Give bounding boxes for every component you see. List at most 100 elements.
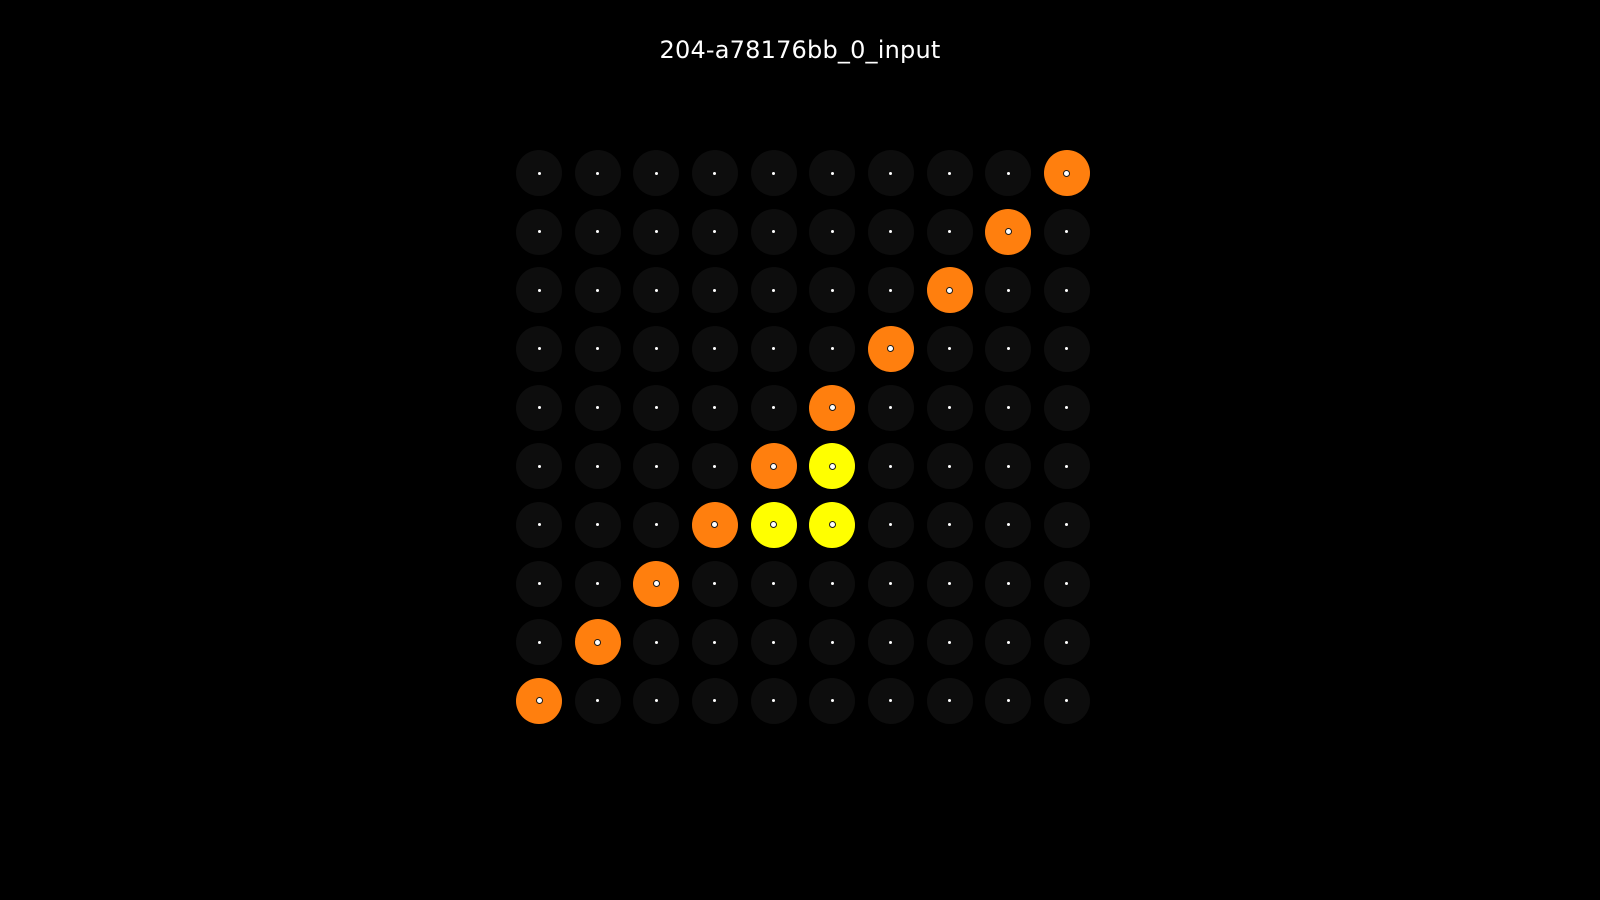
grid-cell-r7-c0[interactable] — [516, 560, 562, 607]
grid-cell-r0-c4[interactable] — [750, 150, 797, 196]
grid-cell-r4-c2[interactable] — [633, 384, 680, 431]
grid-cell-r7-c3[interactable] — [691, 560, 738, 607]
grid-cell-r3-c3[interactable] — [691, 325, 738, 372]
grid-cell-r2-c0[interactable] — [516, 267, 562, 314]
grid-cell-r7-c5[interactable] — [809, 560, 856, 607]
grid-cell-r4-c0[interactable] — [516, 384, 562, 431]
grid-cell-r8-c9[interactable] — [1043, 619, 1090, 666]
grid-cell-r8-c3[interactable] — [691, 619, 738, 666]
grid-cell-r6-c4[interactable] — [750, 501, 797, 548]
grid-cell-r3-c4[interactable] — [750, 325, 797, 372]
grid-cell-r9-c9[interactable] — [1043, 677, 1090, 724]
grid-cell-r4-c1[interactable] — [574, 384, 621, 431]
grid-cell-r9-c8[interactable] — [985, 677, 1032, 724]
grid-cell-r2-c7[interactable] — [926, 267, 973, 314]
grid-cell-r8-c7[interactable] — [926, 619, 973, 666]
grid-cell-r7-c1[interactable] — [574, 560, 621, 607]
grid-cell-r3-c9[interactable] — [1043, 325, 1090, 372]
grid-cell-r3-c7[interactable] — [926, 325, 973, 372]
grid-cell-r6-c5[interactable] — [809, 501, 856, 548]
grid-cell-r8-c2[interactable] — [633, 619, 680, 666]
grid-cell-r7-c6[interactable] — [867, 560, 914, 607]
grid-cell-r0-c2[interactable] — [633, 150, 680, 196]
grid-cell-r0-c3[interactable] — [691, 150, 738, 196]
grid-cell-r1-c0[interactable] — [516, 208, 562, 255]
grid-cell-r7-c8[interactable] — [985, 560, 1032, 607]
grid-cell-r4-c3[interactable] — [691, 384, 738, 431]
grid-cell-r7-c2[interactable] — [633, 560, 680, 607]
grid-cell-r6-c7[interactable] — [926, 501, 973, 548]
grid-cell-r6-c6[interactable] — [867, 501, 914, 548]
grid-cell-r0-c6[interactable] — [867, 150, 914, 196]
grid-cell-r5-c3[interactable] — [691, 443, 738, 490]
grid-cell-r4-c7[interactable] — [926, 384, 973, 431]
grid-cell-r9-c1[interactable] — [574, 677, 621, 724]
grid-cell-r5-c4[interactable] — [750, 443, 797, 490]
grid-cell-r6-c2[interactable] — [633, 501, 680, 548]
grid-cell-r8-c8[interactable] — [985, 619, 1032, 666]
grid-cell-r5-c7[interactable] — [926, 443, 973, 490]
grid-cell-r4-c8[interactable] — [985, 384, 1032, 431]
grid-cell-r7-c7[interactable] — [926, 560, 973, 607]
grid-cell-r3-c2[interactable] — [633, 325, 680, 372]
grid-cell-r8-c0[interactable] — [516, 619, 562, 666]
grid-cell-r4-c4[interactable] — [750, 384, 797, 431]
grid-cell-r6-c0[interactable] — [516, 501, 562, 548]
grid-cell-r3-c8[interactable] — [985, 325, 1032, 372]
grid-cell-r2-c9[interactable] — [1043, 267, 1090, 314]
grid-cell-r1-c7[interactable] — [926, 208, 973, 255]
grid-cell-r2-c5[interactable] — [809, 267, 856, 314]
grid-cell-r0-c8[interactable] — [985, 150, 1032, 196]
grid-cell-r9-c0[interactable] — [516, 677, 562, 724]
grid-cell-r9-c3[interactable] — [691, 677, 738, 724]
grid-cell-r7-c4[interactable] — [750, 560, 797, 607]
grid-cell-r4-c5[interactable] — [809, 384, 856, 431]
grid-cell-r1-c9[interactable] — [1043, 208, 1090, 255]
grid-cell-r5-c5[interactable] — [809, 443, 856, 490]
grid-cell-r2-c3[interactable] — [691, 267, 738, 314]
grid-cell-r5-c8[interactable] — [985, 443, 1032, 490]
grid-cell-r0-c5[interactable] — [809, 150, 856, 196]
grid-cell-r3-c0[interactable] — [516, 325, 562, 372]
grid-cell-r2-c6[interactable] — [867, 267, 914, 314]
grid-cell-r2-c2[interactable] — [633, 267, 680, 314]
grid-cell-r5-c9[interactable] — [1043, 443, 1090, 490]
grid-cell-r8-c1[interactable] — [574, 619, 621, 666]
grid-cell-r1-c1[interactable] — [574, 208, 621, 255]
grid-cell-r5-c0[interactable] — [516, 443, 562, 490]
grid-cell-r9-c2[interactable] — [633, 677, 680, 724]
grid-cell-r1-c6[interactable] — [867, 208, 914, 255]
grid-cell-r0-c7[interactable] — [926, 150, 973, 196]
grid-cell-r1-c3[interactable] — [691, 208, 738, 255]
grid-cell-r8-c6[interactable] — [867, 619, 914, 666]
grid-cell-r9-c4[interactable] — [750, 677, 797, 724]
grid-cell-r0-c0[interactable] — [516, 150, 562, 196]
grid-cell-r1-c2[interactable] — [633, 208, 680, 255]
grid-cell-r3-c6[interactable] — [867, 325, 914, 372]
grid-cell-r3-c5[interactable] — [809, 325, 856, 372]
grid-cell-r9-c5[interactable] — [809, 677, 856, 724]
grid-cell-r9-c6[interactable] — [867, 677, 914, 724]
grid-cell-r2-c1[interactable] — [574, 267, 621, 314]
grid-cell-r2-c4[interactable] — [750, 267, 797, 314]
grid-cell-r4-c6[interactable] — [867, 384, 914, 431]
grid-cell-r5-c2[interactable] — [633, 443, 680, 490]
grid-cell-r6-c3[interactable] — [691, 501, 738, 548]
grid-cell-r6-c1[interactable] — [574, 501, 621, 548]
grid-cell-r9-c7[interactable] — [926, 677, 973, 724]
grid-cell-r3-c1[interactable] — [574, 325, 621, 372]
grid-cell-r6-c8[interactable] — [985, 501, 1032, 548]
grid-cell-r1-c4[interactable] — [750, 208, 797, 255]
grid-cell-r8-c5[interactable] — [809, 619, 856, 666]
grid-cell-r4-c9[interactable] — [1043, 384, 1090, 431]
grid-cell-r8-c4[interactable] — [750, 619, 797, 666]
grid-cell-r7-c9[interactable] — [1043, 560, 1090, 607]
grid-cell-r0-c1[interactable] — [574, 150, 621, 196]
grid-cell-r0-c9[interactable] — [1043, 150, 1090, 196]
grid-cell-r1-c5[interactable] — [809, 208, 856, 255]
grid-cell-r5-c1[interactable] — [574, 443, 621, 490]
grid-cell-r1-c8[interactable] — [985, 208, 1032, 255]
grid-cell-r5-c6[interactable] — [867, 443, 914, 490]
grid-cell-r6-c9[interactable] — [1043, 501, 1090, 548]
grid-cell-r2-c8[interactable] — [985, 267, 1032, 314]
